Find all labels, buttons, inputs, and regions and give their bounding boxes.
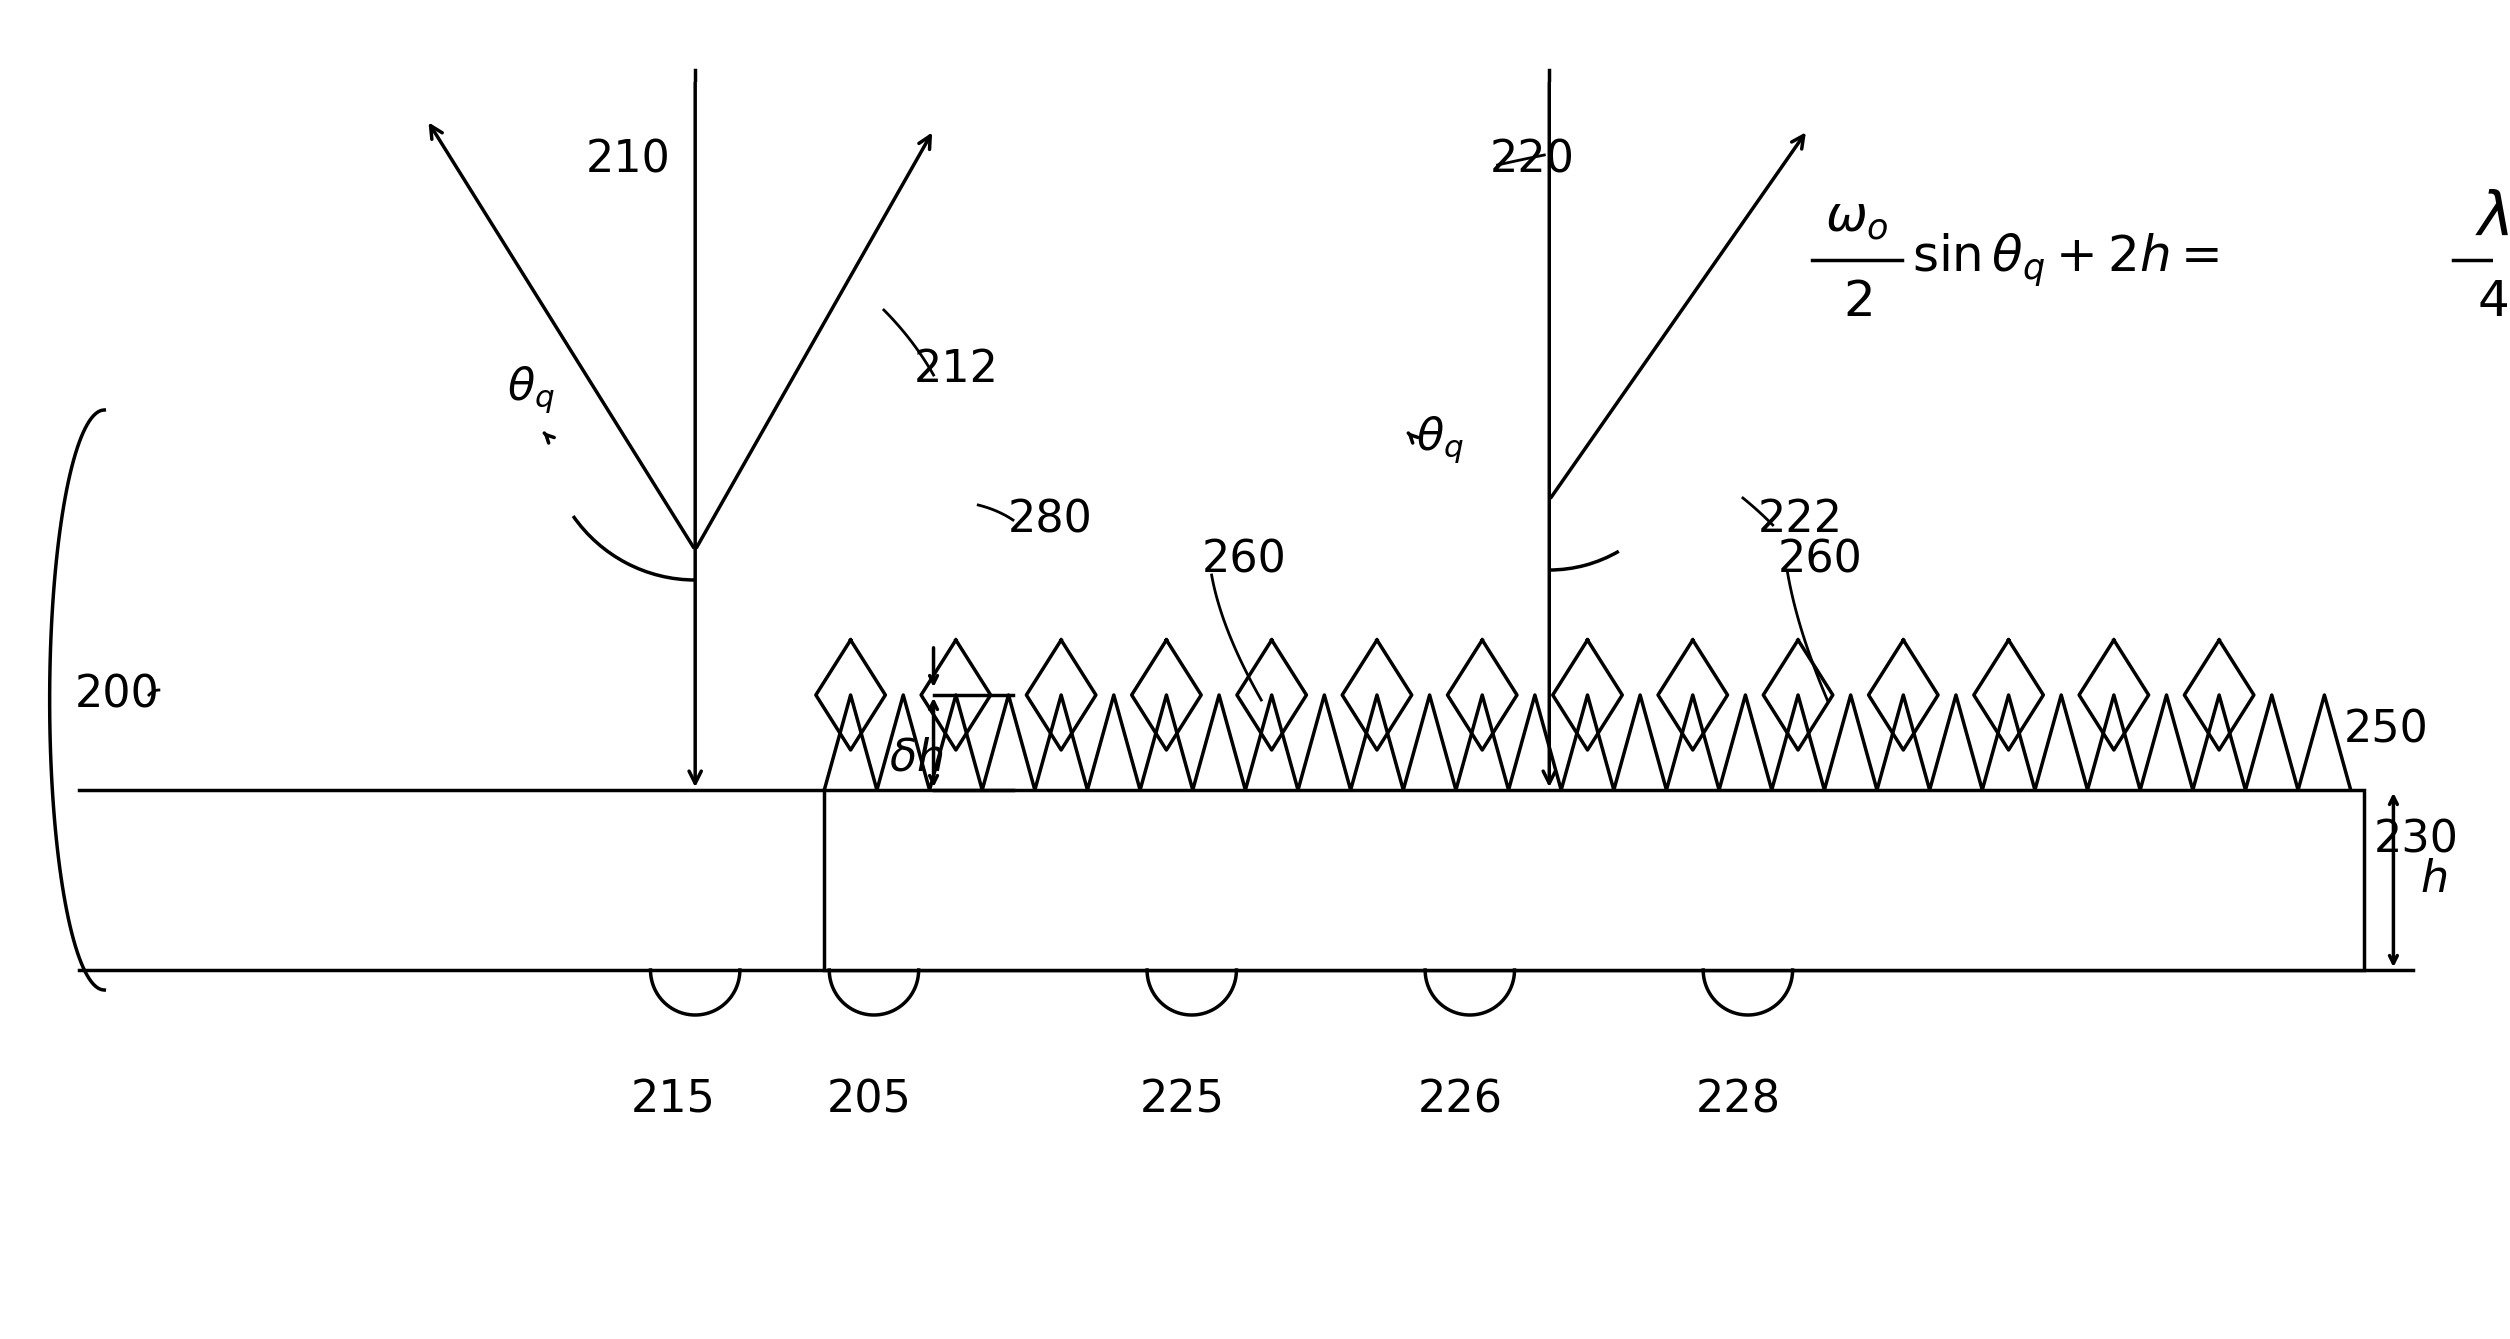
Bar <box>823 790 2364 969</box>
Text: 228: 228 <box>1694 1078 1780 1122</box>
Text: 200: 200 <box>75 674 158 716</box>
Text: 226: 226 <box>1418 1078 1503 1122</box>
Text: $4$: $4$ <box>2477 279 2507 325</box>
Text: $\delta h$: $\delta h$ <box>889 736 944 779</box>
Text: 230: 230 <box>2374 818 2460 861</box>
Text: $2$: $2$ <box>1842 279 1872 325</box>
Text: 280: 280 <box>1009 498 1092 541</box>
Text: 210: 210 <box>585 138 670 182</box>
Text: 215: 215 <box>630 1078 715 1122</box>
Text: 220: 220 <box>1488 138 1574 182</box>
Text: 260: 260 <box>1202 538 1288 581</box>
Text: 260: 260 <box>1777 538 1862 581</box>
Text: $\sin\theta_q + 2h =$: $\sin\theta_q + 2h =$ <box>1913 232 2219 288</box>
Text: $\theta_q$: $\theta_q$ <box>507 364 555 415</box>
Text: $\omega_o$: $\omega_o$ <box>1825 194 1890 242</box>
Text: $\lambda$: $\lambda$ <box>2475 189 2510 248</box>
Text: 205: 205 <box>826 1078 911 1122</box>
Text: 212: 212 <box>914 348 999 391</box>
Text: $h$: $h$ <box>2420 858 2447 901</box>
Text: 225: 225 <box>1140 1078 1225 1122</box>
Text: 222: 222 <box>1757 498 1842 541</box>
Text: 250: 250 <box>2344 708 2430 751</box>
Text: $\theta_q$: $\theta_q$ <box>1416 415 1463 466</box>
